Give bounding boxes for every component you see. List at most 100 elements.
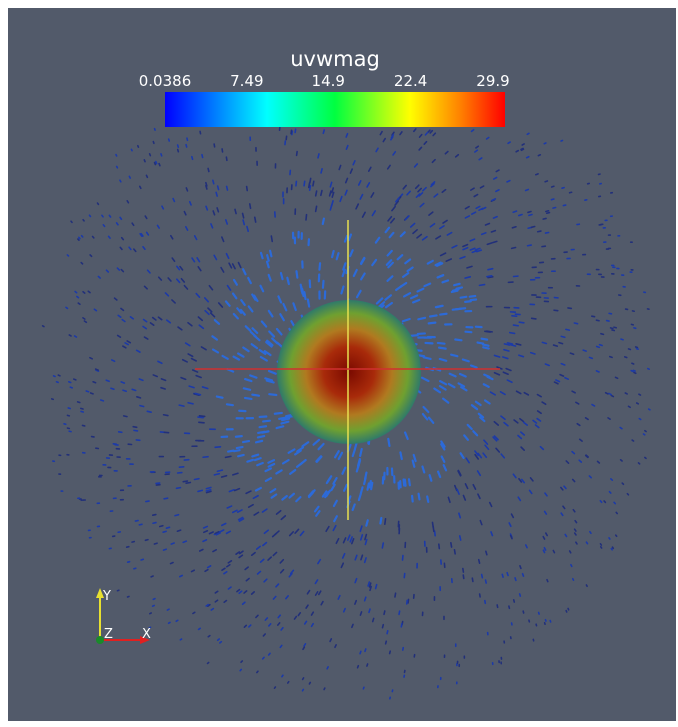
glyph <box>140 186 141 188</box>
glyph <box>74 379 76 380</box>
glyph <box>488 269 493 270</box>
glyph <box>520 594 521 596</box>
glyph <box>218 186 219 190</box>
glyph <box>319 263 320 269</box>
glyph <box>88 291 90 292</box>
glyph <box>227 404 233 405</box>
glyph <box>297 152 298 156</box>
glyph <box>252 395 259 396</box>
glyph <box>167 609 169 610</box>
glyph <box>471 299 477 300</box>
glyph <box>606 393 608 394</box>
glyph <box>601 547 602 548</box>
glyph <box>150 154 151 156</box>
glyph <box>366 520 367 525</box>
glyph <box>137 397 141 398</box>
color-bar <box>165 92 505 127</box>
glyph <box>154 543 157 544</box>
glyph <box>275 413 282 414</box>
glyph <box>528 212 531 213</box>
glyph <box>214 474 219 475</box>
glyph <box>435 531 436 536</box>
glyph <box>120 217 121 219</box>
glyph <box>622 483 623 484</box>
glyph <box>543 218 546 219</box>
glyph <box>81 411 83 412</box>
glyph <box>360 651 361 653</box>
glyph <box>163 531 166 532</box>
glyph <box>454 550 455 554</box>
glyph <box>193 612 195 613</box>
glyph <box>228 451 234 452</box>
glyph <box>203 457 208 458</box>
glyph <box>179 405 184 406</box>
glyph <box>206 186 207 189</box>
glyph <box>639 394 641 395</box>
glyph <box>145 540 148 541</box>
glyph <box>295 129 296 132</box>
glyph <box>77 296 79 297</box>
glyph <box>238 455 244 456</box>
glyph <box>226 157 227 160</box>
glyph <box>78 303 80 304</box>
glyph <box>479 560 480 563</box>
glyph <box>217 397 223 398</box>
glyph <box>217 470 222 471</box>
glyph <box>625 357 627 358</box>
glyph <box>513 211 516 212</box>
glyph <box>454 284 460 285</box>
glyph <box>199 628 201 629</box>
glyph <box>418 318 425 319</box>
glyph <box>188 403 193 404</box>
glyph <box>169 622 170 623</box>
glyph <box>178 149 179 151</box>
glyph <box>487 276 492 277</box>
glyph <box>515 578 516 581</box>
glyph <box>439 348 446 349</box>
glyph <box>153 515 156 516</box>
glyph <box>323 219 324 224</box>
glyph <box>180 575 182 576</box>
glyph <box>586 585 587 586</box>
glyph <box>547 213 550 214</box>
glyph <box>262 431 268 432</box>
glyph <box>574 323 577 324</box>
glyph <box>401 624 402 627</box>
glyph <box>463 569 464 573</box>
glyph <box>164 549 167 550</box>
glyph <box>324 688 325 689</box>
glyph <box>526 190 529 191</box>
glyph <box>134 430 138 431</box>
glyph <box>155 163 156 165</box>
glyph <box>460 536 461 540</box>
glyph <box>419 494 420 500</box>
glyph <box>430 315 437 316</box>
glyph <box>83 318 85 319</box>
glyph <box>479 285 484 286</box>
glyph <box>208 636 210 637</box>
glyph <box>153 599 155 600</box>
glyph <box>360 449 362 456</box>
glyph <box>255 217 256 222</box>
glyph <box>141 559 143 560</box>
legend-title: uvwmag <box>290 47 380 71</box>
glyph <box>71 221 72 222</box>
glyph <box>352 624 353 627</box>
glyph <box>455 340 461 341</box>
glyph <box>538 231 541 232</box>
glyph <box>637 349 639 350</box>
glyph <box>573 579 574 580</box>
glyph <box>589 357 592 358</box>
glyph <box>78 402 80 403</box>
glyph <box>563 205 565 206</box>
glyph <box>600 501 601 503</box>
glyph <box>634 373 636 374</box>
glyph <box>75 336 77 337</box>
glyph <box>160 526 163 527</box>
tick-label: 29.9 <box>476 72 509 90</box>
glyph <box>101 400 104 401</box>
glyph <box>134 568 136 569</box>
glyph <box>538 155 540 156</box>
glyph <box>256 441 262 442</box>
glyph <box>429 323 436 324</box>
